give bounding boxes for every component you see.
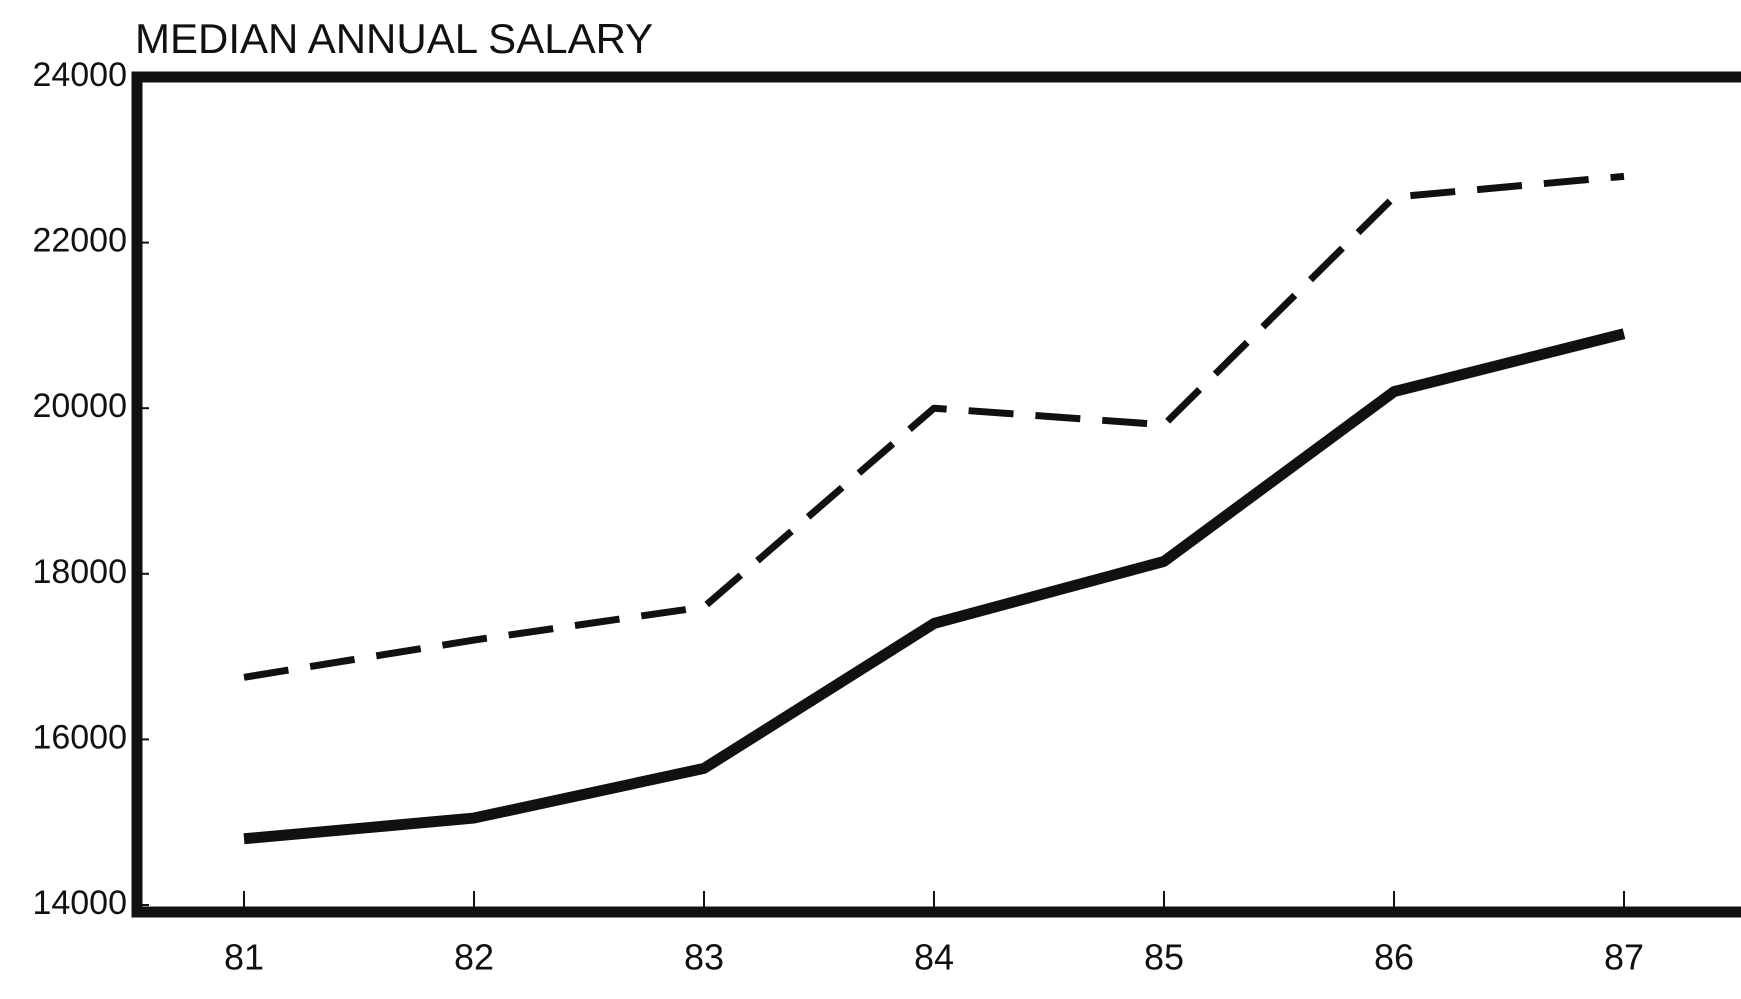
y-tick-label: 14000 [32,884,127,922]
y-tick-label: 18000 [32,553,127,591]
y-tick-label: 24000 [32,56,127,94]
x-tick-label: 87 [1604,937,1644,978]
x-tick-label: 81 [224,937,264,978]
chart-title: MEDIAN ANNUAL SALARY [135,15,653,62]
x-tick-label: 84 [914,937,954,978]
plot-frame [131,71,1741,918]
x-tick-label: 85 [1144,937,1184,978]
series-line [243,328,1626,845]
y-tick-label: 16000 [32,718,127,756]
y-tick-label: 22000 [32,222,127,260]
series-line [243,172,1625,681]
x-tick-label: 83 [684,937,724,978]
x-tick-label: 86 [1374,937,1414,978]
y-tick-label: 20000 [32,387,127,425]
x-tick-label: 82 [454,937,494,978]
